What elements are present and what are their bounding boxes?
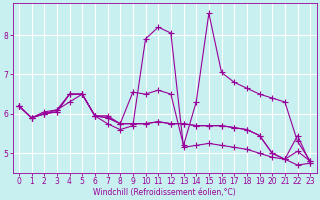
X-axis label: Windchill (Refroidissement éolien,°C): Windchill (Refroidissement éolien,°C) <box>93 188 236 197</box>
